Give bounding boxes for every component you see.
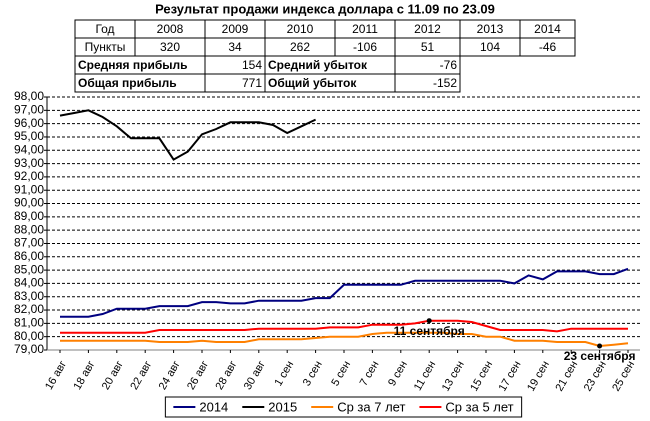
stat-value: -76 bbox=[440, 58, 458, 72]
table-cell bbox=[519, 37, 576, 57]
stat-label: Средняя прибыль bbox=[78, 58, 188, 72]
annotation: 23 сентября bbox=[564, 349, 636, 363]
legend-label: 2014 bbox=[199, 399, 228, 414]
table-value: 262 bbox=[290, 40, 310, 54]
x-tick-label: 28 авг bbox=[213, 359, 239, 392]
x-tick-label: 22 авг bbox=[128, 359, 154, 392]
table-header: 2014 bbox=[534, 22, 561, 36]
series-line bbox=[60, 319, 628, 334]
y-tick-label: 95,00 bbox=[14, 129, 44, 143]
x-tick-label: 7 сен bbox=[358, 359, 382, 388]
y-tick-label: 98,00 bbox=[14, 89, 44, 103]
table-value: 34 bbox=[228, 40, 242, 54]
y-tick-label: 80,00 bbox=[14, 329, 44, 343]
x-tick-label: 15 сен bbox=[468, 359, 495, 394]
x-tick-label: 19 сен bbox=[525, 359, 552, 394]
y-tick-label: 86,00 bbox=[14, 249, 44, 263]
table-value: 51 bbox=[421, 40, 435, 54]
table-cell bbox=[394, 73, 461, 93]
x-tick-label: 18 авг bbox=[71, 359, 97, 392]
y-tick-label: 82,00 bbox=[14, 302, 44, 316]
x-tick-label: 17 сен bbox=[497, 359, 524, 394]
table-header: Год bbox=[95, 22, 114, 36]
table-row-label: Пункты bbox=[85, 40, 126, 54]
table-value: 320 bbox=[160, 40, 180, 54]
x-tick-label: 20 авг bbox=[100, 359, 126, 392]
x-tick-label: 26 авг bbox=[185, 359, 211, 392]
annotation-marker bbox=[597, 343, 603, 349]
y-tick-label: 81,00 bbox=[14, 316, 44, 330]
y-tick-label: 83,00 bbox=[14, 289, 44, 303]
y-tick-label: 87,00 bbox=[14, 236, 44, 250]
y-tick-label: 84,00 bbox=[14, 276, 44, 290]
table-value: 104 bbox=[480, 40, 500, 54]
y-tick-label: 79,00 bbox=[14, 342, 44, 356]
x-tick-label: 9 сен bbox=[386, 359, 410, 388]
legend-label: 2015 bbox=[268, 399, 297, 414]
x-tick-label: 11 сен bbox=[412, 359, 438, 393]
stat-value: 154 bbox=[242, 58, 262, 72]
legend-label: Ср за 7 лет bbox=[337, 399, 405, 414]
y-tick-label: 90,00 bbox=[14, 196, 44, 210]
annotation-marker bbox=[426, 318, 432, 324]
title: Результат продажи индекса доллара с 11.0… bbox=[155, 1, 495, 16]
y-tick-label: 85,00 bbox=[14, 262, 44, 276]
x-tick-label: 21 сен bbox=[553, 359, 580, 394]
y-tick-label: 88,00 bbox=[14, 222, 44, 236]
x-tick-label: 23 сен bbox=[582, 359, 609, 394]
x-tick-label: 25 сен bbox=[610, 359, 637, 394]
x-tick-label: 13 сен bbox=[440, 359, 467, 394]
table-header: 2010 bbox=[287, 22, 314, 36]
x-tick-label: 5 сен bbox=[329, 359, 353, 388]
y-tick-label: 92,00 bbox=[14, 169, 44, 183]
x-tick-label: 1 сен bbox=[272, 359, 296, 388]
y-tick-label: 97,00 bbox=[14, 102, 44, 116]
legend-box bbox=[164, 396, 523, 418]
stat-value: -152 bbox=[433, 76, 457, 90]
legend: 2014 2015 Ср за 7 лет Ср за 5 лет bbox=[164, 396, 523, 418]
y-tick-label: 93,00 bbox=[14, 156, 44, 170]
series-line bbox=[60, 267, 629, 318]
annotation: 11 сентября bbox=[394, 324, 465, 338]
table-header: 2009 bbox=[222, 22, 249, 36]
table-header: 2013 bbox=[477, 22, 504, 36]
y-tick-label: 96,00 bbox=[14, 116, 44, 130]
table-header: 2008 bbox=[157, 22, 184, 36]
series-line bbox=[59, 109, 317, 161]
x-tick-label: 24 авг bbox=[157, 359, 183, 392]
table-value: -46 bbox=[539, 40, 557, 54]
x-tick-label: 30 авг bbox=[242, 359, 268, 392]
table-header: 2011 bbox=[352, 22, 378, 36]
y-tick-label: 89,00 bbox=[14, 209, 44, 223]
x-tick-label: 16 авг bbox=[43, 359, 69, 392]
y-tick-label: 94,00 bbox=[14, 142, 44, 156]
stat-value: 771 bbox=[242, 76, 262, 90]
legend-label: Ср за 5 лет bbox=[445, 399, 513, 414]
x-tick-label: 3 сен bbox=[301, 359, 325, 388]
y-tick-label: 91,00 bbox=[14, 182, 44, 196]
series-line bbox=[60, 331, 629, 348]
table-header: 2012 bbox=[414, 22, 441, 36]
stat-label: Средний убыток bbox=[268, 58, 368, 72]
stat-label: Общий убыток bbox=[268, 76, 357, 90]
stat-label: Общая прибыль bbox=[78, 76, 177, 90]
table-value: -106 bbox=[353, 40, 377, 54]
